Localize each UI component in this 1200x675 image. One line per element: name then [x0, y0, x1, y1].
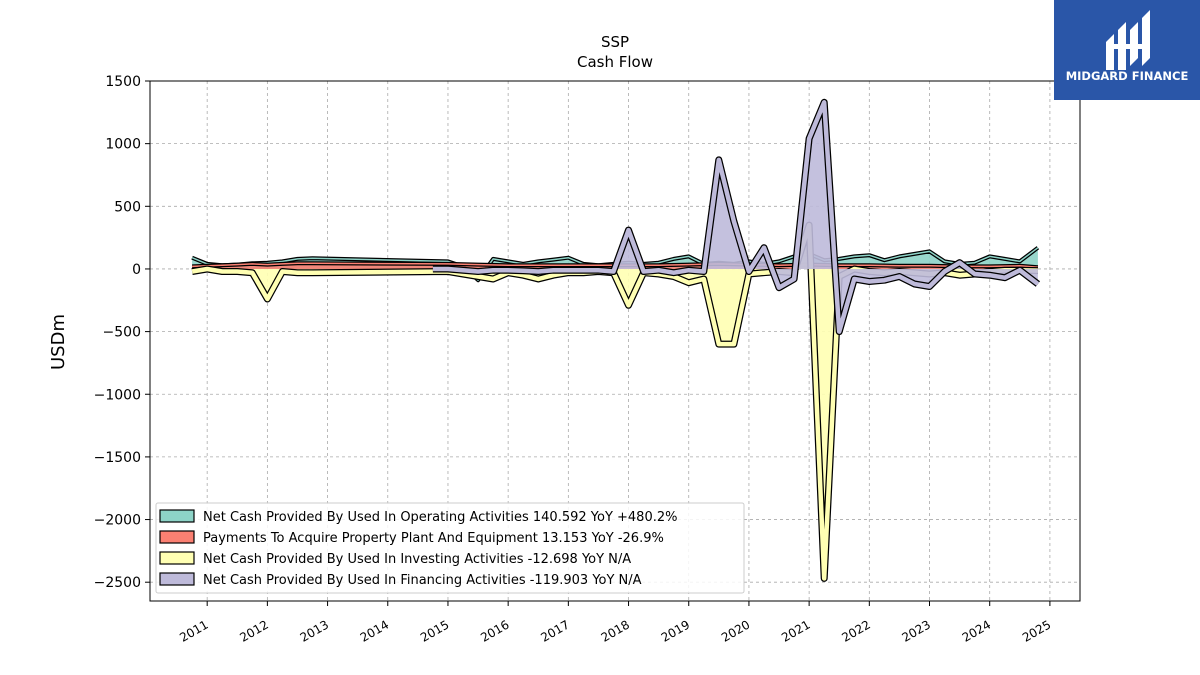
y-axis-label: USDm [48, 314, 69, 370]
legend-swatch-financing [159, 572, 195, 586]
x-tick-label: 2019 [659, 617, 692, 644]
legend-label-investing: Net Cash Provided By Used In Investing A… [203, 552, 631, 567]
series-line-financing [432, 100, 1040, 334]
x-tick-label: 2014 [358, 617, 391, 644]
legend-label-financing: Net Cash Provided By Used In Financing A… [203, 573, 642, 588]
logo-text: MIDGARD FINANCE [1066, 69, 1189, 83]
y-axis-ticks: 1500 1000 500 0 −500 −1000 −1500 −2000 −2500 [94, 74, 150, 591]
x-tick-label: 2013 [298, 617, 331, 644]
x-tick-label: 2025 [1020, 617, 1053, 644]
x-tick-label: 2023 [900, 617, 933, 644]
chart-subtitle: Cash Flow [577, 53, 653, 71]
series-line-operating [191, 247, 1039, 281]
y-tick-label: 1000 [105, 137, 141, 153]
x-tick-label: 2024 [960, 617, 993, 644]
x-tick-label: 2017 [538, 617, 571, 644]
series-area-financing [432, 102, 1038, 332]
y-tick-label: −2000 [94, 513, 141, 529]
x-tick-label: 2020 [719, 617, 752, 644]
x-tick-label: 2018 [599, 617, 632, 644]
legend: Net Cash Provided By Used In Operating A… [155, 502, 745, 594]
y-tick-label: 0 [132, 262, 141, 278]
midgard-finance-logo: MIDGARD FINANCE [1054, 0, 1200, 100]
legend-label-operating: Net Cash Provided By Used In Operating A… [203, 510, 677, 525]
plot-area [191, 98, 1041, 582]
y-tick-label: −2500 [94, 575, 141, 591]
y-tick-label: 500 [114, 199, 141, 215]
plot-frame [149, 80, 1081, 602]
x-tick-label: 2012 [237, 617, 270, 644]
x-tick-label: 2016 [478, 617, 511, 644]
legend-swatch-operating [159, 509, 195, 523]
x-tick-label: 2015 [418, 617, 451, 644]
midgard-logo-mark-icon [1106, 10, 1150, 70]
y-tick-label: −1000 [94, 387, 141, 403]
y-tick-label: 1500 [105, 74, 141, 90]
x-axis-ticks: 2011 2012 2013 2014 2015 2016 2017 2018 2019 2020… [177, 601, 1053, 645]
x-tick-label: 2022 [839, 617, 872, 644]
legend-swatch-investing [159, 551, 195, 565]
y-tick-label: −500 [103, 325, 141, 341]
legend-label-capex: Payments To Acquire Property Plant And E… [203, 531, 664, 546]
legend-box [155, 502, 745, 594]
y-tick-label: −1500 [94, 450, 141, 466]
legend-swatch-capex [159, 530, 195, 544]
chart-title: SSP [601, 33, 629, 51]
x-tick-label: 2011 [177, 617, 210, 644]
x-tick-label: 2021 [779, 617, 812, 644]
